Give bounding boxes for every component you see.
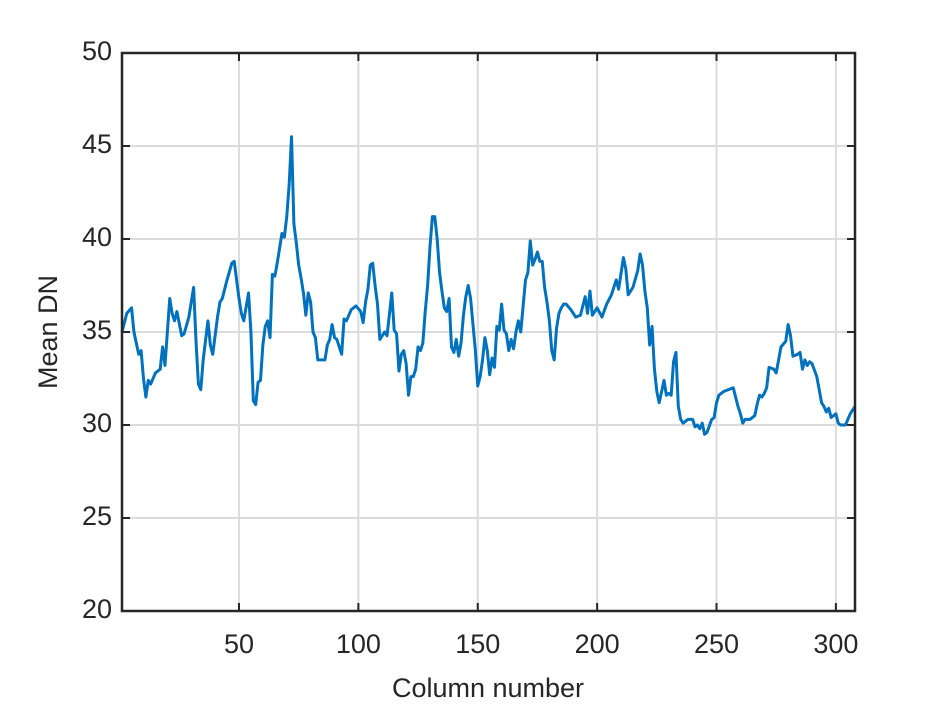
y-tick-label: 25 bbox=[82, 501, 112, 531]
x-tick-label: 200 bbox=[575, 629, 620, 659]
x-tick-label: 50 bbox=[224, 629, 254, 659]
y-tick-label: 30 bbox=[82, 408, 112, 438]
data-line bbox=[120, 135, 857, 436]
x-tick-label: 100 bbox=[336, 629, 381, 659]
y-tick-label: 35 bbox=[82, 315, 112, 345]
x-tick-label: 250 bbox=[694, 629, 739, 659]
x-axis-label: Column number bbox=[392, 673, 584, 703]
y-tick-label: 40 bbox=[82, 222, 112, 252]
y-axis-label: Mean DN bbox=[33, 275, 63, 389]
axes-box bbox=[120, 51, 857, 613]
x-tick-label: 300 bbox=[813, 629, 858, 659]
y-tick-label: 50 bbox=[82, 36, 112, 66]
y-tick-label: 45 bbox=[82, 129, 112, 159]
y-tick-label: 20 bbox=[82, 594, 112, 624]
x-tick-label: 150 bbox=[455, 629, 500, 659]
